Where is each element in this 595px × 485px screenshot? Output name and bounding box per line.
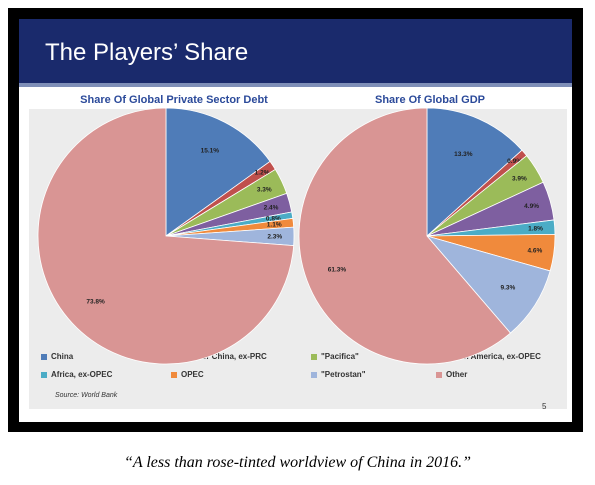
- slice-label-0-2: 3.3%: [257, 186, 272, 193]
- legend-swatch: [311, 371, 317, 378]
- page-number: 5: [542, 402, 547, 411]
- slice-label-1-7: 61.3%: [328, 266, 347, 273]
- slice-label-1-0: 13.3%: [454, 151, 473, 158]
- pie-slice-0-0: [165, 107, 271, 237]
- legend-label: Africa, ex-OPEC: [51, 370, 113, 379]
- slice-label-1-1: 0.9%: [507, 158, 522, 165]
- slice-label-0-4: 0.8%: [266, 215, 281, 222]
- slice-label-0-0: 15.1%: [201, 148, 220, 155]
- slice-label-1-4: 1.8%: [528, 225, 543, 232]
- legend-label: Greater China, ex-PRC: [181, 352, 267, 361]
- legend-label: "Petrostan": [321, 370, 366, 379]
- pie-slice-1-0: [426, 107, 523, 237]
- legend-label: "Pacifica": [321, 352, 359, 361]
- caption: “A less than rose-tinted worldview of Ch…: [123, 454, 472, 471]
- slice-label-0-1: 1.2%: [255, 169, 270, 176]
- legend-item-5: OPEC: [171, 370, 204, 379]
- legend-swatch: [41, 353, 47, 360]
- legend-item-0: China: [41, 352, 73, 361]
- slice-label-1-2: 3.9%: [512, 176, 527, 183]
- legend-swatch: [436, 371, 442, 378]
- pie-slice-0-7: [37, 107, 295, 365]
- legend-label: South America, ex-OPEC: [446, 352, 541, 361]
- slice-label-1-3: 4.9%: [524, 203, 539, 210]
- slice-label-1-5: 4.6%: [527, 247, 542, 254]
- legend-label: OPEC: [181, 370, 204, 379]
- legend-swatch: [41, 371, 47, 378]
- pie-slice-1-7: [298, 107, 511, 365]
- slice-label-0-7: 73.8%: [86, 298, 105, 305]
- chart-title-gdp: Share Of Global GDP: [374, 94, 486, 106]
- slide-title: The Players’ Share: [45, 39, 249, 66]
- legend-swatch: [171, 371, 177, 378]
- legend-item-6: "Petrostan": [311, 370, 365, 379]
- legend-item-7: Other: [436, 370, 467, 379]
- legend-item-2: "Pacifica": [311, 352, 359, 361]
- slice-label-0-3: 2.4%: [264, 205, 279, 212]
- legend-label: Other: [446, 370, 468, 379]
- slice-label-0-5: 1.1%: [267, 222, 282, 229]
- slice-label-1-6: 9.3%: [500, 285, 515, 292]
- title-bar: The Players’ Share: [19, 19, 572, 87]
- legend-label: China: [51, 352, 74, 361]
- legend-item-4: Africa, ex-OPEC: [41, 370, 112, 379]
- slice-label-0-6: 2.3%: [267, 233, 282, 240]
- chart-title-debt: Share Of Global Private Sector Debt: [80, 94, 268, 106]
- source-note: Source: World Bank: [55, 392, 118, 399]
- legend-swatch: [311, 353, 317, 360]
